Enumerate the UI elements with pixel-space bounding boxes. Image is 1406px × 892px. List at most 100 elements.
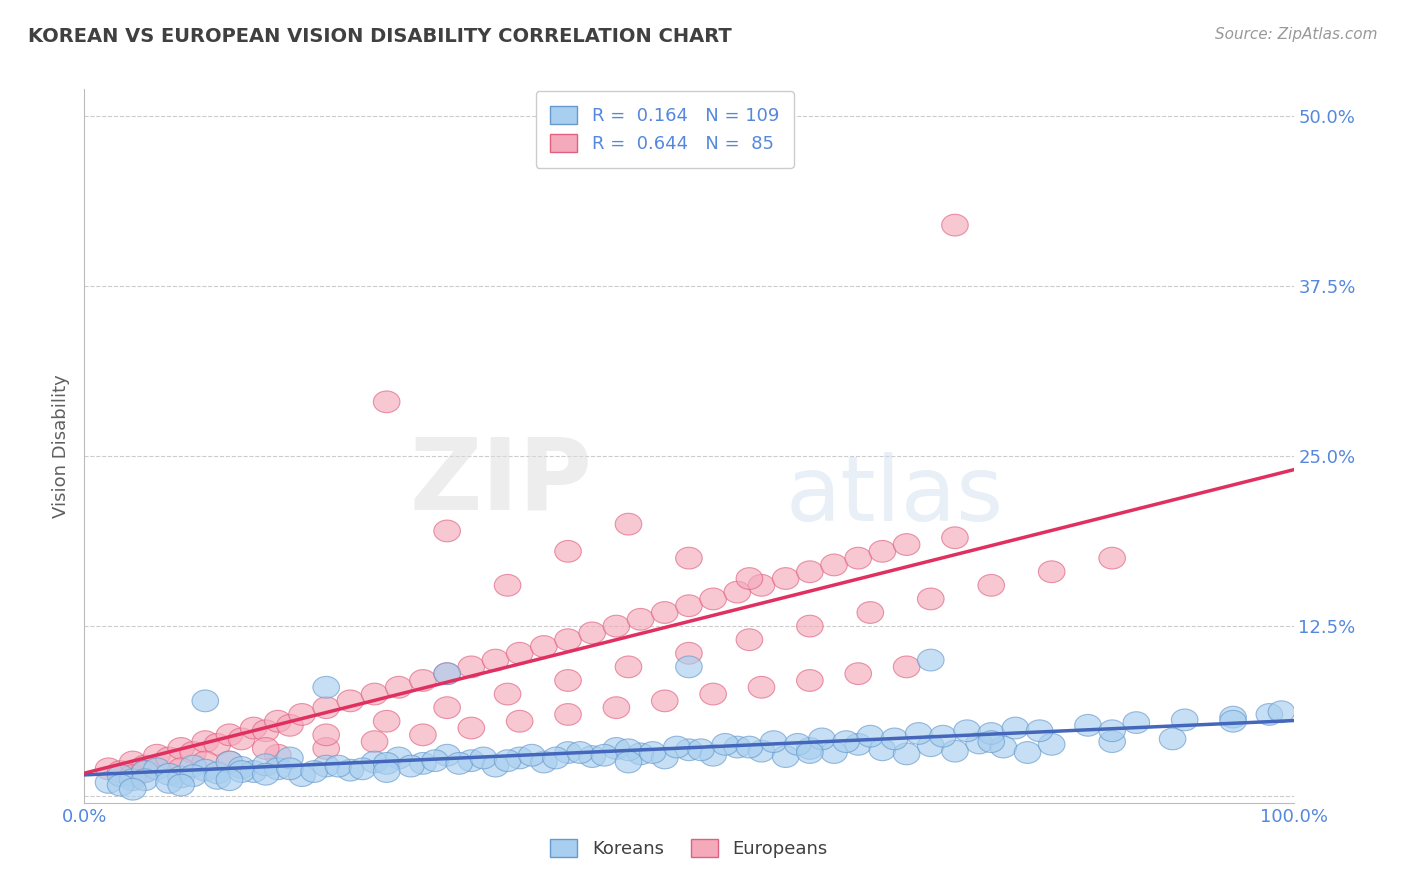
Ellipse shape (434, 663, 460, 684)
Ellipse shape (845, 733, 872, 756)
Ellipse shape (808, 728, 835, 750)
Text: ZIP: ZIP (409, 434, 592, 530)
Ellipse shape (942, 527, 969, 549)
Ellipse shape (858, 725, 883, 747)
Ellipse shape (180, 756, 207, 777)
Ellipse shape (434, 744, 460, 766)
Ellipse shape (893, 656, 920, 678)
Ellipse shape (374, 391, 399, 413)
Ellipse shape (737, 567, 762, 590)
Ellipse shape (664, 736, 690, 758)
Ellipse shape (603, 615, 630, 637)
Ellipse shape (361, 731, 388, 753)
Ellipse shape (217, 769, 243, 790)
Ellipse shape (325, 756, 352, 777)
Ellipse shape (797, 615, 823, 637)
Ellipse shape (845, 663, 872, 684)
Ellipse shape (905, 723, 932, 744)
Ellipse shape (1220, 706, 1246, 728)
Ellipse shape (1014, 741, 1040, 764)
Ellipse shape (180, 741, 207, 764)
Ellipse shape (217, 724, 243, 746)
Ellipse shape (409, 670, 436, 691)
Ellipse shape (204, 762, 231, 784)
Ellipse shape (314, 697, 339, 719)
Ellipse shape (314, 738, 339, 759)
Ellipse shape (772, 567, 799, 590)
Ellipse shape (942, 740, 969, 762)
Ellipse shape (640, 741, 666, 764)
Ellipse shape (543, 747, 569, 769)
Ellipse shape (277, 758, 304, 780)
Ellipse shape (869, 739, 896, 761)
Ellipse shape (616, 751, 641, 772)
Ellipse shape (314, 756, 339, 777)
Ellipse shape (409, 753, 436, 774)
Ellipse shape (676, 642, 702, 665)
Ellipse shape (143, 744, 170, 766)
Ellipse shape (132, 761, 157, 782)
Ellipse shape (1099, 720, 1125, 741)
Ellipse shape (314, 676, 339, 698)
Ellipse shape (700, 683, 727, 705)
Ellipse shape (882, 728, 908, 750)
Ellipse shape (918, 735, 943, 756)
Ellipse shape (688, 739, 714, 761)
Ellipse shape (253, 720, 278, 741)
Ellipse shape (676, 595, 702, 616)
Ellipse shape (120, 751, 146, 772)
Ellipse shape (253, 764, 278, 785)
Ellipse shape (458, 750, 485, 772)
Ellipse shape (495, 683, 520, 705)
Ellipse shape (1099, 548, 1125, 569)
Ellipse shape (107, 764, 134, 787)
Ellipse shape (301, 761, 328, 782)
Ellipse shape (737, 736, 762, 758)
Ellipse shape (228, 761, 254, 782)
Ellipse shape (942, 214, 969, 236)
Ellipse shape (446, 753, 472, 774)
Ellipse shape (555, 541, 581, 562)
Ellipse shape (156, 764, 183, 785)
Ellipse shape (107, 774, 134, 796)
Ellipse shape (651, 690, 678, 712)
Ellipse shape (748, 676, 775, 698)
Text: atlas: atlas (786, 452, 1004, 540)
Ellipse shape (458, 717, 485, 739)
Ellipse shape (120, 769, 146, 790)
Ellipse shape (1123, 712, 1150, 733)
Ellipse shape (797, 738, 823, 759)
Ellipse shape (143, 758, 170, 780)
Ellipse shape (797, 741, 823, 764)
Ellipse shape (277, 714, 304, 736)
Ellipse shape (700, 744, 727, 766)
Ellipse shape (253, 738, 278, 759)
Ellipse shape (1002, 717, 1029, 739)
Ellipse shape (132, 756, 157, 777)
Ellipse shape (277, 747, 304, 769)
Ellipse shape (748, 574, 775, 596)
Ellipse shape (374, 753, 399, 774)
Ellipse shape (797, 561, 823, 582)
Legend: Koreans, Europeans: Koreans, Europeans (543, 831, 835, 865)
Text: KOREAN VS EUROPEAN VISION DISABILITY CORRELATION CHART: KOREAN VS EUROPEAN VISION DISABILITY COR… (28, 27, 733, 45)
Ellipse shape (579, 622, 606, 644)
Ellipse shape (785, 733, 811, 756)
Ellipse shape (845, 548, 872, 569)
Ellipse shape (567, 741, 593, 764)
Ellipse shape (748, 740, 775, 762)
Ellipse shape (676, 739, 702, 761)
Ellipse shape (724, 736, 751, 758)
Ellipse shape (482, 756, 509, 777)
Ellipse shape (627, 743, 654, 764)
Ellipse shape (156, 747, 183, 769)
Ellipse shape (966, 732, 993, 754)
Ellipse shape (821, 741, 848, 764)
Ellipse shape (506, 710, 533, 732)
Ellipse shape (737, 629, 762, 650)
Ellipse shape (724, 582, 751, 603)
Ellipse shape (228, 728, 254, 750)
Ellipse shape (797, 670, 823, 691)
Ellipse shape (385, 747, 412, 769)
Ellipse shape (616, 513, 641, 535)
